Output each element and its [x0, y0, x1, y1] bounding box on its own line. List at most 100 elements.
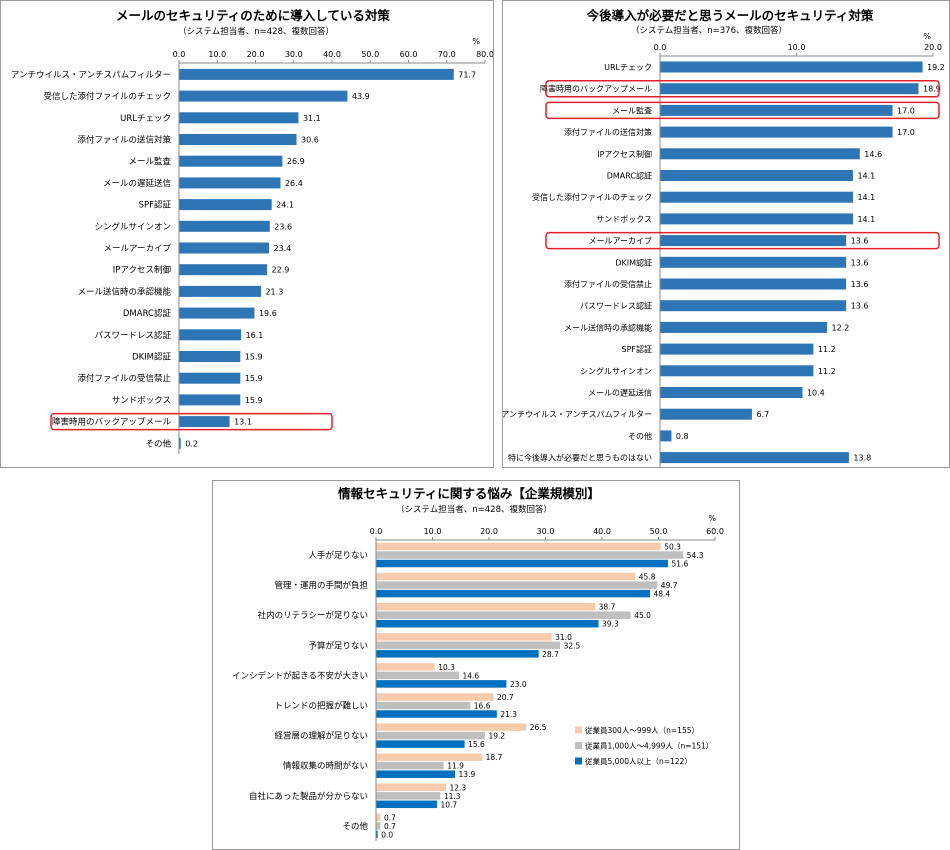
- category-label: SPF認証: [139, 200, 172, 211]
- bar: [660, 170, 853, 181]
- category-label: シングルサインオン: [94, 221, 171, 232]
- category-label: 自社にあった製品が分からない: [249, 791, 368, 802]
- category-label: メールアーカイブ: [104, 243, 172, 254]
- bar: [179, 155, 283, 167]
- data-label: 12.2: [832, 323, 850, 332]
- category-label: 受信した添付ファイルのチェック: [532, 192, 652, 202]
- bar: [376, 650, 539, 658]
- x-tick-label: 10.0: [424, 527, 442, 536]
- x-tick-label: 30.0: [537, 527, 555, 536]
- bar: [179, 68, 454, 80]
- legend-label: 従業員300人～999人（n=155）: [585, 725, 699, 735]
- data-label: 0.7: [384, 822, 396, 831]
- category-label: DMARC認証: [123, 308, 172, 319]
- data-label: 28.7: [542, 650, 559, 659]
- unit-label: %: [923, 32, 931, 41]
- data-label: 17.0: [897, 128, 915, 137]
- data-label: 31.0: [555, 633, 572, 642]
- data-label: 0.7: [384, 813, 396, 822]
- bar: [660, 278, 847, 290]
- bar: [376, 710, 497, 718]
- bar: [376, 723, 527, 731]
- bar: [376, 572, 636, 581]
- bar: [179, 285, 261, 297]
- bar: [179, 242, 270, 254]
- bar: [376, 633, 552, 641]
- bar: [660, 235, 847, 247]
- bar: [376, 740, 465, 748]
- x-tick-label: 0.0: [370, 527, 383, 536]
- data-label: 14.1: [857, 193, 875, 202]
- data-label: 18.9: [923, 85, 941, 94]
- x-tick-label: 10.0: [208, 50, 226, 59]
- data-label: 21.3: [500, 710, 517, 719]
- bar: [179, 351, 241, 362]
- chart-panel-future-measures: 今後導入が必要だと思うメールのセキュリティ対策 （システム担当者、n=376、複…: [502, 0, 950, 468]
- chart-current-measures: メールのセキュリティのために導入している対策 （システム担当者、n=428、複数…: [11, 8, 493, 455]
- data-label: 12.3: [449, 783, 466, 792]
- data-label: 21.3: [265, 287, 283, 296]
- bar: [376, 800, 437, 809]
- chart-title: メールのセキュリティのために導入している対策: [116, 8, 390, 23]
- data-label: 43.9: [352, 92, 370, 101]
- data-label: 23.0: [510, 680, 527, 689]
- category-label: アンチウイルス・アンチスパムフィルター: [503, 410, 652, 419]
- data-label: 23.4: [274, 244, 292, 253]
- data-label: 15.9: [245, 396, 263, 405]
- category-label: サンドボックス: [596, 215, 652, 224]
- bar: [179, 416, 230, 428]
- x-tick-label: 60.0: [706, 527, 724, 536]
- data-label: 11.3: [444, 792, 461, 801]
- chart-panel-current-measures: メールのセキュリティのために導入している対策 （システム担当者、n=428、複数…: [0, 0, 494, 468]
- data-label: 11.9: [447, 762, 464, 771]
- bar: [660, 191, 853, 203]
- category-label: IPアクセス制御: [113, 265, 171, 276]
- chart-subtitle: （システム担当者、n=428、複数回答）: [178, 26, 334, 37]
- category-label: メール監査: [612, 105, 652, 115]
- data-label: 26.4: [285, 179, 303, 188]
- category-label: 受信した添付ファイルのチェック: [43, 91, 171, 102]
- x-tick-label: 80.0: [476, 50, 493, 59]
- category-label: メール送信時の承認機能: [77, 286, 171, 297]
- category-label: 障害時用のバックアップメール: [540, 84, 652, 94]
- chart-future-measures: 今後導入が必要だと思うメールのセキュリティ対策 （システム担当者、n=376、複…: [503, 8, 945, 467]
- x-tick-label: 70.0: [438, 50, 456, 59]
- bar: [660, 104, 893, 116]
- category-label: メールの遅延送信: [588, 388, 652, 398]
- data-label: 10.3: [438, 663, 455, 672]
- bar: [660, 148, 860, 160]
- data-label: 48.4: [653, 590, 670, 599]
- x-tick-label: 20.0: [924, 43, 942, 52]
- bar: [179, 199, 272, 211]
- category-label: メール送信時の承認機能: [564, 322, 652, 332]
- category-label: DMARC認証: [607, 171, 652, 181]
- bar: [660, 430, 672, 442]
- data-label: 39.3: [602, 620, 619, 629]
- data-label: 13.1: [234, 418, 252, 427]
- chart-title: 情報セキュリティに関する悩み【企業規模別】: [338, 486, 600, 501]
- category-label: URLチェック: [604, 63, 652, 72]
- unit-label: %: [708, 514, 716, 523]
- bar: [179, 177, 281, 189]
- bar: [179, 134, 297, 145]
- bar: [660, 83, 919, 95]
- data-label: 0.2: [185, 439, 198, 448]
- legend-swatch: [575, 757, 582, 765]
- data-label: 23.6: [274, 222, 292, 231]
- category-label: SPF認証: [621, 344, 652, 354]
- category-label: インシデントが起きる不安が大きい: [232, 670, 368, 681]
- data-label: 15.6: [468, 740, 485, 749]
- data-label: 16.1: [246, 331, 264, 340]
- bar: [376, 559, 669, 568]
- bar: [376, 731, 485, 740]
- legend-label: 従業員5,000人以上（n=122）: [585, 756, 692, 766]
- data-label: 22.9: [272, 266, 290, 275]
- data-label: 26.5: [530, 723, 547, 732]
- highlight-box: [545, 231, 940, 250]
- data-label: 45.8: [639, 573, 656, 582]
- data-label: 49.7: [661, 581, 678, 590]
- bar: [376, 822, 381, 830]
- x-tick-label: 0.0: [173, 50, 186, 59]
- data-label: 20.7: [497, 693, 514, 702]
- bar: [376, 619, 599, 628]
